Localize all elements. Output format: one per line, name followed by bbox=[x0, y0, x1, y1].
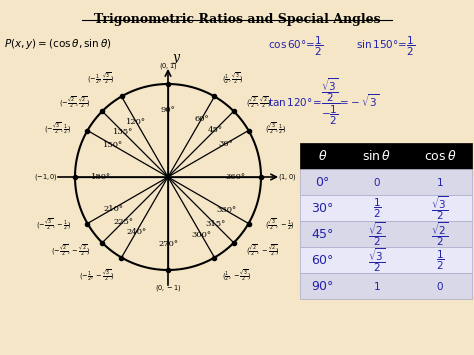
Text: $(1,0)$: $(1,0)$ bbox=[278, 172, 296, 182]
Text: 135°: 135° bbox=[113, 128, 133, 136]
Text: $(0,1)$: $(0,1)$ bbox=[159, 61, 177, 71]
Text: $1$: $1$ bbox=[373, 280, 381, 292]
Text: 330°: 330° bbox=[216, 207, 236, 214]
Text: $\sin\theta$: $\sin\theta$ bbox=[362, 149, 392, 163]
Text: $\dfrac{\sqrt{3}}{2}$: $\dfrac{\sqrt{3}}{2}$ bbox=[431, 194, 449, 222]
Text: 150°: 150° bbox=[103, 141, 123, 149]
Text: $(-1,0)$: $(-1,0)$ bbox=[34, 172, 58, 182]
Text: $(-\frac{\sqrt{3}}{2},-\frac{1}{2})$: $(-\frac{\sqrt{3}}{2},-\frac{1}{2})$ bbox=[36, 218, 71, 233]
Text: $P(x,y)=(\cos\theta,\sin\theta)$: $P(x,y)=(\cos\theta,\sin\theta)$ bbox=[4, 37, 111, 51]
Text: 270°: 270° bbox=[158, 240, 178, 248]
Text: 45°: 45° bbox=[208, 126, 223, 133]
Text: $\dfrac{1}{2}$: $\dfrac{1}{2}$ bbox=[436, 248, 444, 272]
Text: $\sin 150°\!=\!\dfrac{1}{2}$: $\sin 150°\!=\!\dfrac{1}{2}$ bbox=[356, 35, 416, 58]
Text: $(-\frac{\sqrt{3}}{2},\frac{1}{2})$: $(-\frac{\sqrt{3}}{2},\frac{1}{2})$ bbox=[44, 122, 71, 136]
Text: $\theta$: $\theta$ bbox=[319, 149, 328, 163]
Text: $(-\frac{1}{2},-\frac{\sqrt{3}}{2})$: $(-\frac{1}{2},-\frac{\sqrt{3}}{2})$ bbox=[79, 268, 114, 283]
Bar bbox=[300, 221, 472, 247]
Text: $(\frac{\sqrt{2}}{2},\frac{\sqrt{2}}{2})$: $(\frac{\sqrt{2}}{2},\frac{\sqrt{2}}{2})… bbox=[246, 96, 272, 110]
Text: $\dfrac{\sqrt{2}}{2}$: $\dfrac{\sqrt{2}}{2}$ bbox=[368, 220, 386, 248]
Text: $60°$: $60°$ bbox=[311, 253, 335, 267]
Text: $\cos\theta$: $\cos\theta$ bbox=[424, 149, 456, 163]
Text: y: y bbox=[172, 51, 179, 64]
Text: 210°: 210° bbox=[103, 204, 123, 213]
Text: $\dfrac{\sqrt{2}}{2}$: $\dfrac{\sqrt{2}}{2}$ bbox=[431, 220, 449, 248]
Text: $(-\frac{\sqrt{2}}{2},-\frac{\sqrt{2}}{2})$: $(-\frac{\sqrt{2}}{2},-\frac{\sqrt{2}}{2… bbox=[51, 244, 90, 258]
Bar bbox=[300, 247, 472, 273]
Bar bbox=[300, 143, 472, 169]
Text: 90°: 90° bbox=[161, 106, 175, 114]
Text: $45°$: $45°$ bbox=[311, 228, 335, 240]
Text: $(\frac{1}{2},-\frac{\sqrt{3}}{2})$: $(\frac{1}{2},-\frac{\sqrt{3}}{2})$ bbox=[222, 268, 252, 283]
Text: $\dfrac{\sqrt{3}}{2}$: $\dfrac{\sqrt{3}}{2}$ bbox=[368, 246, 386, 274]
Text: 120°: 120° bbox=[127, 118, 146, 126]
Bar bbox=[300, 195, 472, 221]
Text: $(\frac{\sqrt{2}}{2},-\frac{\sqrt{2}}{2})$: $(\frac{\sqrt{2}}{2},-\frac{\sqrt{2}}{2}… bbox=[246, 244, 280, 258]
Text: 180°: 180° bbox=[91, 173, 111, 181]
Text: $0$: $0$ bbox=[436, 280, 444, 292]
Text: $0$: $0$ bbox=[373, 176, 381, 188]
Text: 240°: 240° bbox=[126, 228, 146, 236]
Text: 300°: 300° bbox=[191, 231, 211, 239]
Text: $(\frac{1}{2},\frac{\sqrt{3}}{2})$: $(\frac{1}{2},\frac{\sqrt{3}}{2})$ bbox=[222, 71, 244, 86]
Text: $(\frac{\sqrt{3}}{2},-\frac{1}{2})$: $(\frac{\sqrt{3}}{2},-\frac{1}{2})$ bbox=[265, 218, 295, 233]
Text: $0°$: $0°$ bbox=[316, 175, 330, 189]
Text: $(-\frac{1}{2},\frac{\sqrt{3}}{2})$: $(-\frac{1}{2},\frac{\sqrt{3}}{2})$ bbox=[87, 71, 114, 86]
Text: $90°$: $90°$ bbox=[311, 279, 335, 293]
Text: $(-\frac{\sqrt{2}}{2},\frac{\sqrt{2}}{2})$: $(-\frac{\sqrt{2}}{2},\frac{\sqrt{2}}{2}… bbox=[59, 96, 90, 110]
Text: 360°: 360° bbox=[225, 173, 245, 181]
Bar bbox=[300, 273, 472, 299]
Text: $(0,-1)$: $(0,-1)$ bbox=[155, 283, 181, 293]
Text: $\cos 60°\!=\!\dfrac{1}{2}$: $\cos 60°\!=\!\dfrac{1}{2}$ bbox=[268, 35, 323, 58]
Bar bbox=[300, 169, 472, 195]
Text: 225°: 225° bbox=[113, 218, 133, 226]
Text: Trigonometric Ratios and Special Angles: Trigonometric Ratios and Special Angles bbox=[94, 13, 380, 26]
Text: $30°$: $30°$ bbox=[311, 202, 335, 214]
Text: 60°: 60° bbox=[194, 115, 209, 123]
Text: 315°: 315° bbox=[205, 220, 226, 228]
Text: $(\frac{\sqrt{3}}{2},\frac{1}{2})$: $(\frac{\sqrt{3}}{2},\frac{1}{2})$ bbox=[265, 122, 287, 136]
Text: $1$: $1$ bbox=[436, 176, 444, 188]
Text: $\tan 120°\!=\!\dfrac{\dfrac{\sqrt{3}}{2}}{-\dfrac{1}{2}}\!=\!-\sqrt{3}$: $\tan 120°\!=\!\dfrac{\dfrac{\sqrt{3}}{2… bbox=[268, 77, 379, 127]
Text: 30°: 30° bbox=[219, 140, 233, 148]
Text: $\dfrac{1}{2}$: $\dfrac{1}{2}$ bbox=[373, 196, 381, 220]
